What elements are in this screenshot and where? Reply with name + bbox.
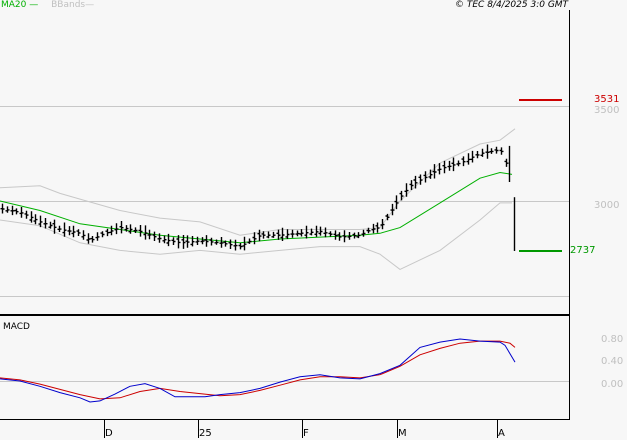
x-axis-label-f: F (303, 428, 309, 439)
macd-signal-line (0, 340, 516, 400)
legend-ma20-label: MA20 (1, 0, 27, 10)
ma20-line (0, 171, 513, 244)
price-gridlines (0, 106, 569, 297)
bband-lower-line (0, 202, 512, 270)
price-marker-high-label: 3531 (594, 94, 620, 105)
legend-ma20: MA20 — (1, 0, 39, 10)
price-axis-label-3000: 3000 (594, 200, 620, 211)
macd-axis-label-040: 0.40 (601, 356, 624, 367)
price-axis-label-3500: 3500 (594, 105, 620, 116)
macd-axis-label-000: 0.00 (601, 379, 624, 390)
macd-line (0, 338, 516, 403)
ohlc-bars (0, 144, 516, 251)
chart-legend: MA20 — BBands— (1, 0, 94, 11)
x-axis-label-25: 25 (199, 428, 212, 439)
legend-bbands-label: BBands (51, 0, 86, 10)
macd-panel-label: MACD (3, 322, 30, 332)
x-axis-ticks (104, 419, 498, 438)
x-axis-label-m: M (398, 428, 407, 439)
price-marker-low-label: 2737 (570, 245, 596, 256)
legend-bbands: BBands— (51, 0, 95, 10)
x-axis-label-a: A (498, 428, 505, 439)
x-axis-label-d: D (105, 428, 113, 439)
macd-axis-label-080: 0.80 (601, 334, 624, 345)
copyright-timestamp: © TEC 8/4/2025 3:0 GMT (455, 0, 569, 10)
bband-upper-line (0, 128, 516, 236)
